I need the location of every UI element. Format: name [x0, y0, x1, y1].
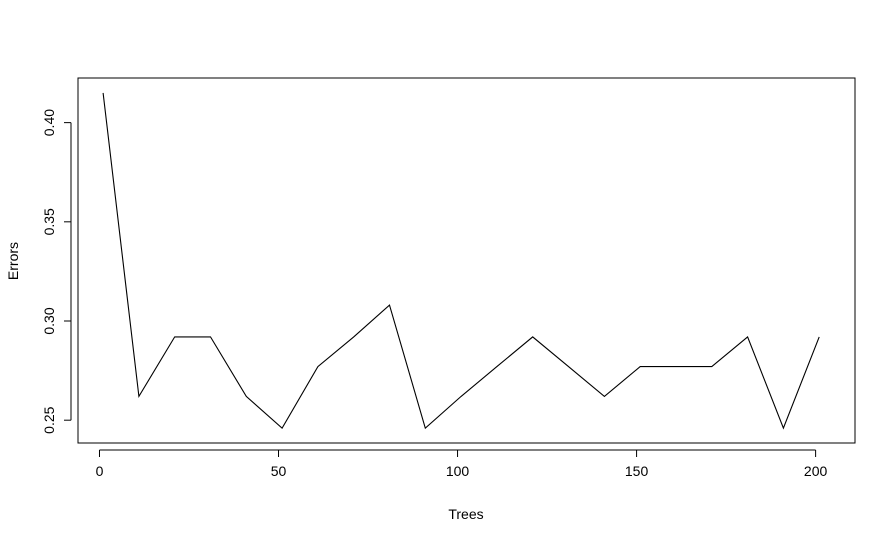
y-axis: 0.25 0.30 0.35 0.40: [41, 109, 72, 434]
x-tick-label: 100: [446, 463, 470, 479]
y-tick-label: 0.35: [41, 208, 57, 235]
x-tick-label: 200: [804, 463, 828, 479]
x-tick-label: 150: [625, 463, 649, 479]
plot-box: [77, 77, 856, 444]
x-axis-title: Trees: [448, 506, 483, 522]
y-tick-label: 0.25: [41, 406, 57, 433]
x-tick-label: 50: [271, 463, 287, 479]
series-layer: [102, 92, 820, 430]
y-tick-label: 0.40: [41, 109, 57, 136]
x-tick-label: 0: [96, 463, 104, 479]
y-axis-title: Errors: [5, 242, 21, 280]
y-tick-label: 0.30: [41, 307, 57, 334]
x-axis: 0 50 100 150 200: [96, 449, 828, 479]
series-line-0: [102, 92, 820, 430]
